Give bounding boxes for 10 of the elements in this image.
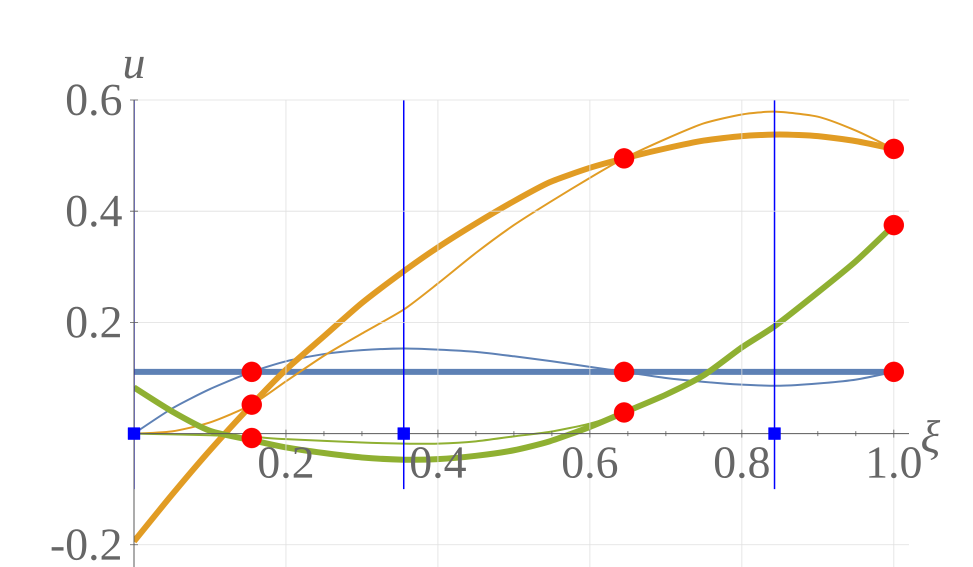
x-tick-label: 1.0 [869,447,921,478]
y-tick-label: -0.2 [52,529,120,560]
y-axis-title: u [124,56,144,78]
y-tick-label: 0.6 [66,84,122,116]
y-tick-label: 0.2 [66,306,120,338]
x-tick-label: 0.2 [259,447,312,478]
x-tick-label: 0.8 [714,447,769,478]
x-axis-title: ξ [922,420,940,460]
x-tick-label: 0.6 [562,447,618,478]
y-tick-label: 0.4 [66,196,122,227]
